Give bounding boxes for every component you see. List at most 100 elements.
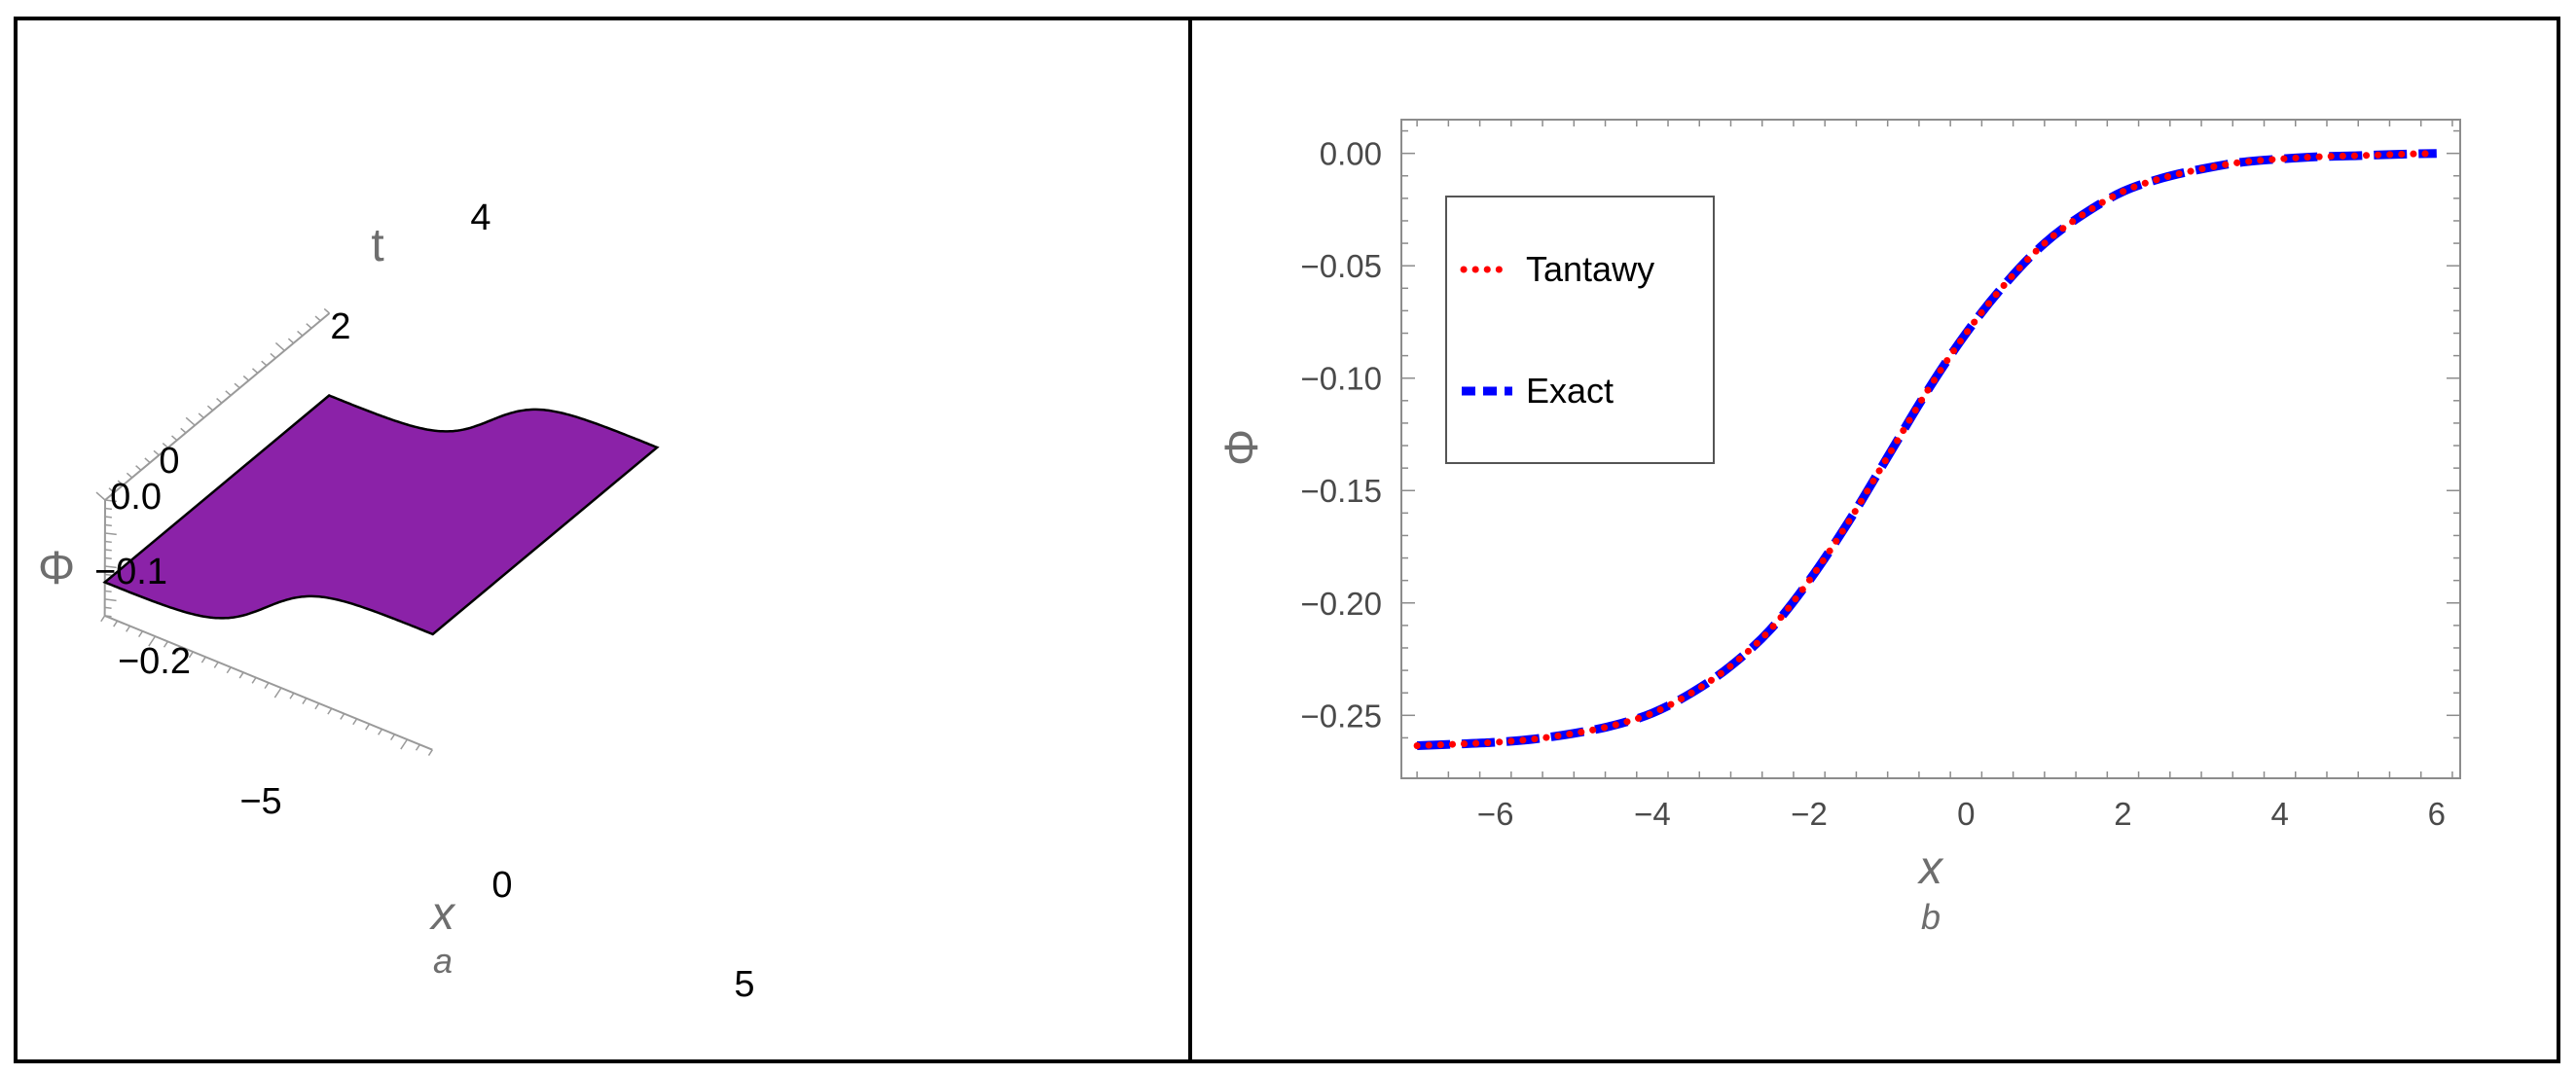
x-tick-mark (163, 641, 169, 648)
x-axis-label-b: x (1917, 842, 1944, 894)
t-tick-mark (297, 330, 304, 337)
x-tick-0: 0 (491, 865, 512, 906)
t-tick-mark (225, 390, 232, 397)
x-tick-mark (251, 677, 257, 684)
t-tick-0: 0 (159, 441, 179, 482)
t-tick-mark (251, 368, 259, 375)
phi-tick-mark (104, 540, 112, 544)
x-tick-mark (113, 620, 119, 627)
x-tick-mark (314, 702, 320, 710)
panel-b-tick-labels: −6 −4 −2 0 2 4 6 0.00 −0.05 −0.10 −0.15 −0.20 −0.25 (1301, 136, 2447, 832)
t-tick-mark (180, 427, 187, 434)
x-tick-mark (415, 744, 421, 751)
phi-tick-mark (104, 507, 112, 511)
legend-label-tantawy: Tantawy (1526, 249, 1654, 289)
x-tick-mark (226, 666, 232, 674)
t-tick-mark (323, 307, 330, 314)
legend-box (1445, 196, 1715, 464)
legend-label-exact: Exact (1526, 371, 1614, 411)
y-tick-label: −0.25 (1301, 698, 1383, 734)
x-tick-mark (352, 718, 358, 726)
t-tick-mark (95, 491, 106, 501)
t-axis-label: t (371, 220, 383, 271)
x-tick-mark (327, 707, 333, 715)
x-tick-label: 0 (1957, 796, 1975, 832)
x-tick-mark (264, 682, 270, 690)
phi-tick-mark (104, 523, 112, 527)
x-tick-mark (427, 749, 433, 756)
x-tick-mark (238, 671, 244, 679)
t-tick-mark (117, 480, 124, 486)
panel-b-sublabel: b (1921, 897, 1941, 937)
t-tick-4: 4 (470, 197, 490, 238)
x-tick-mark (302, 698, 308, 704)
x-tick-mark (340, 713, 345, 720)
phi-tick-mark (104, 573, 112, 577)
t-tick-mark (261, 360, 268, 367)
y-tick-label: −0.15 (1301, 473, 1383, 509)
x-tick-label: −2 (1791, 796, 1828, 832)
t-tick-mark (314, 315, 321, 322)
y-tick-label: −0.20 (1301, 586, 1383, 622)
x-tick-mark (148, 635, 157, 647)
t-tick-mark (287, 338, 295, 344)
t-tick-mark (135, 465, 142, 471)
y-tick-label: −0.10 (1301, 361, 1383, 397)
x-tick-label: 2 (2114, 796, 2131, 832)
phi-tick-mark (104, 615, 112, 618)
x-tick-mark (400, 738, 409, 750)
phi-tick-mark (104, 565, 117, 569)
panel-a-sublabel: a (433, 941, 453, 981)
phi-tick-mark (104, 549, 112, 552)
panel-b-ticks (1401, 120, 2460, 778)
phi-tick-mark (104, 532, 117, 536)
phi-tick-mark (104, 598, 117, 602)
t-tick-mark (274, 341, 285, 351)
x-tick-mark (188, 651, 194, 659)
t-tick-mark (234, 382, 240, 389)
surface (102, 394, 660, 636)
x-tick-label: −4 (1634, 796, 1671, 832)
t-axis-line (104, 312, 331, 501)
t-tick-mark (198, 412, 204, 419)
x-tick-mark (100, 615, 106, 623)
t-tick-mark (242, 375, 250, 381)
x-tick-label: −6 (1477, 796, 1514, 832)
phi-axis-label: Φ (38, 543, 75, 594)
x-tick-mark (273, 687, 282, 699)
phi-tick-mark (104, 499, 117, 503)
x-tick-mark (126, 626, 131, 632)
t-tick-mark (171, 435, 178, 442)
x-tick-5: 5 (734, 964, 754, 1005)
panel-b-line-chart: −6 −4 −2 0 2 4 60.00−0.05−0.10−0.15−0.20−0.25 … (1216, 119, 2461, 937)
y-axis-label: Φ (1216, 429, 1268, 466)
x-tick-mark (390, 734, 396, 741)
t-tick-mark (185, 416, 196, 426)
t-tick-mark (206, 405, 214, 412)
x-tick-mark (289, 693, 295, 699)
phi-tick-0: 0.0 (110, 477, 162, 518)
phi-tick-2: −0.2 (118, 641, 191, 682)
x-tick-mark (213, 662, 219, 668)
x-tick-m5: −5 (239, 781, 281, 822)
x-tick-mark (365, 723, 371, 731)
x-tick-mark (138, 630, 144, 638)
legend: Tantawy Exact (1445, 196, 1715, 464)
t-tick-mark (270, 352, 276, 359)
panel-a-ticks (95, 307, 433, 756)
phi-tick-1: −0.1 (94, 552, 167, 592)
phi-tick-mark (104, 516, 112, 519)
x-tick-mark (175, 646, 181, 653)
phi-tick-mark (104, 556, 112, 560)
panel-b-frame (1188, 17, 2560, 1063)
t-tick-2: 2 (330, 306, 350, 347)
t-tick-mark (162, 443, 169, 448)
t-tick-mark (153, 449, 160, 456)
phi-tick-mark (104, 606, 112, 610)
t-tick-mark (144, 457, 151, 464)
x-tick-label: 4 (2270, 796, 2288, 832)
plot-frame (1400, 119, 2461, 779)
t-tick-mark (126, 472, 133, 479)
panel-a-surface-plot: 0 2 4 t 0.0 −0.1 −0.2 Φ −5 0 5 x a (38, 197, 755, 1005)
